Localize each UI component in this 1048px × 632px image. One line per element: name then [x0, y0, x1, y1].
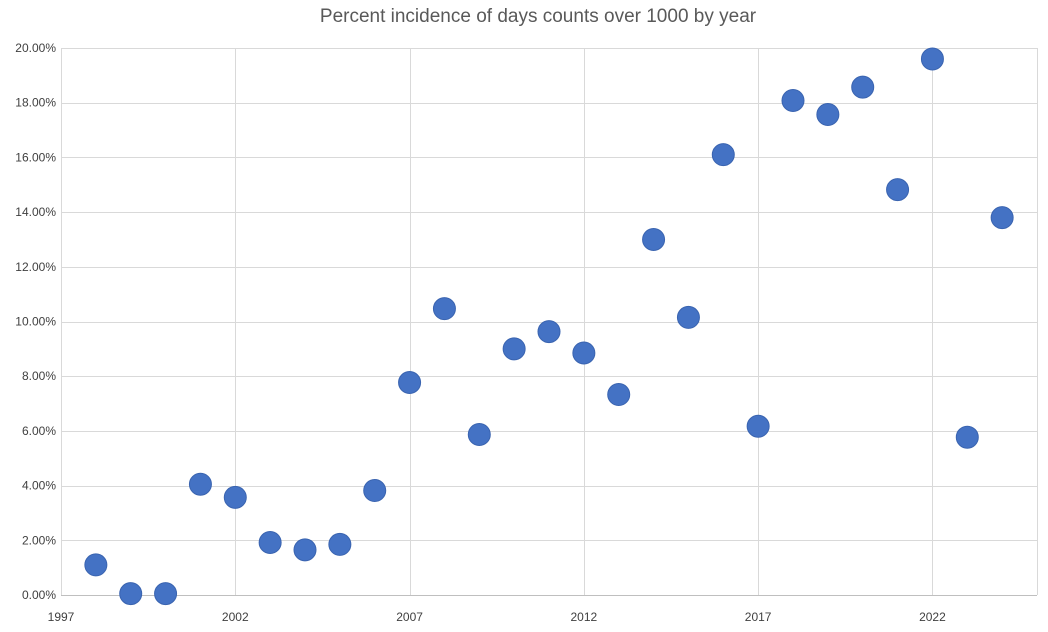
data-point	[502, 337, 526, 361]
data-point	[398, 370, 422, 394]
data-point	[816, 102, 840, 126]
chart-title: Percent incidence of days counts over 10…	[320, 6, 757, 27]
data-point	[188, 472, 212, 496]
data-point	[572, 341, 596, 365]
data-point	[293, 538, 317, 562]
data-point	[328, 532, 352, 556]
y-tick-label: 2.00%	[22, 533, 56, 547]
data-point	[746, 414, 770, 438]
data-point	[607, 383, 631, 407]
x-tick-label: 2002	[222, 610, 249, 624]
x-tick-label: 2017	[745, 610, 772, 624]
y-tick-label: 20.00%	[15, 41, 56, 55]
y-tick-label: 18.00%	[15, 96, 56, 110]
data-point	[676, 305, 700, 329]
x-tick-label: 2022	[919, 610, 946, 624]
data-point	[432, 297, 456, 321]
y-tick-label: 16.00%	[15, 150, 56, 164]
x-tick-label: 2012	[571, 610, 598, 624]
data-points	[84, 47, 1014, 606]
y-tick-label: 10.00%	[15, 315, 56, 329]
data-point	[781, 89, 805, 113]
x-tick-label: 1997	[48, 610, 75, 624]
y-tick-label: 8.00%	[22, 369, 56, 383]
y-tick-label: 14.00%	[15, 205, 56, 219]
x-tick-label: 2007	[396, 610, 423, 624]
data-point	[990, 206, 1014, 230]
data-point	[154, 582, 178, 606]
y-tick-label: 6.00%	[22, 424, 56, 438]
data-point	[223, 485, 247, 509]
y-tick-label: 4.00%	[22, 479, 56, 493]
data-point	[467, 422, 491, 446]
data-point	[537, 320, 561, 344]
data-point	[258, 530, 282, 554]
data-point	[84, 553, 108, 577]
data-point	[711, 143, 735, 167]
y-tick-label: 12.00%	[15, 260, 56, 274]
data-point	[955, 425, 979, 449]
data-point	[119, 582, 143, 606]
y-axis-tick-labels: 0.00% 2.00% 4.00% 6.00% 8.00% 10.00% 12.00% 14.…	[15, 41, 56, 602]
data-point	[851, 75, 875, 99]
x-axis-tick-labels: 1997 2002 2007 2012 2017 2022	[48, 610, 946, 624]
data-point	[920, 47, 944, 71]
data-point	[886, 178, 910, 202]
data-point	[642, 227, 666, 251]
y-tick-label: 0.00%	[22, 588, 56, 602]
data-point	[363, 479, 387, 503]
